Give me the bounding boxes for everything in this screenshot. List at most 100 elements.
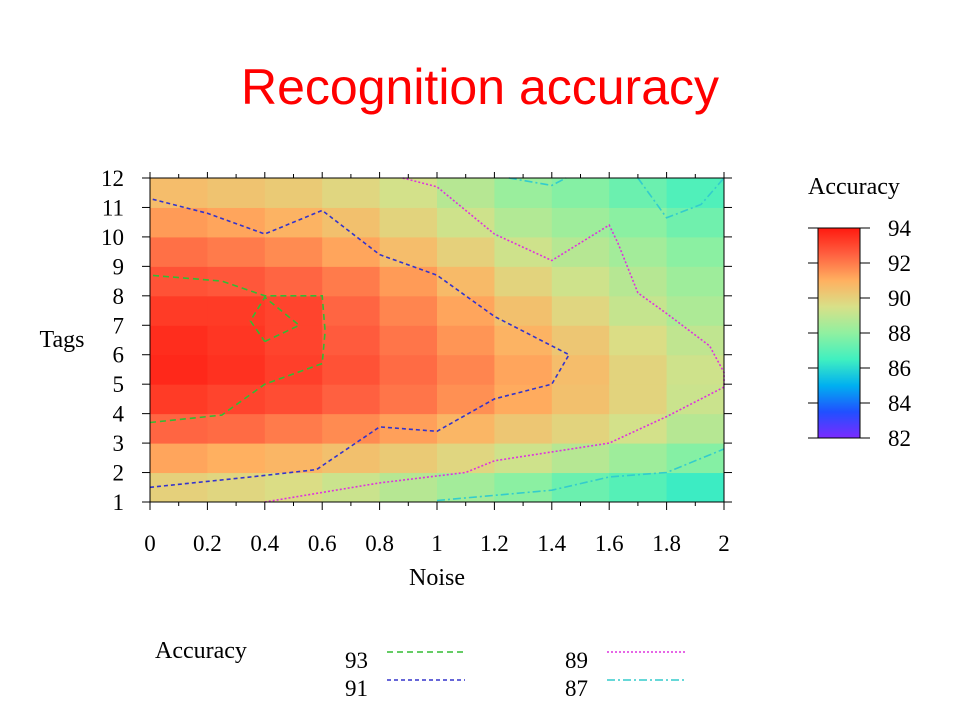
colorbar bbox=[817, 227, 861, 439]
contour-line-87 bbox=[436, 448, 725, 502]
contour-legend-label: 89 bbox=[565, 648, 588, 673]
heatmap-cell bbox=[494, 354, 553, 385]
x-tick-label: 1.8 bbox=[652, 531, 681, 556]
contour-line-87 bbox=[508, 177, 567, 187]
contour-legend-label: 91 bbox=[345, 676, 368, 701]
heatmap-cell bbox=[609, 443, 668, 474]
heatmap-cell bbox=[494, 413, 553, 444]
heatmap-cell bbox=[437, 443, 495, 474]
heatmap-cells bbox=[150, 178, 725, 503]
heatmap-cell bbox=[150, 236, 208, 267]
heatmap-cell bbox=[666, 295, 725, 326]
heatmap-cell bbox=[494, 178, 553, 208]
heatmap-cell bbox=[379, 413, 438, 444]
heatmap-cell bbox=[322, 354, 381, 385]
heatmap-cell bbox=[264, 236, 323, 267]
colorbar-tick-label: 88 bbox=[888, 321, 911, 346]
heatmap-cell bbox=[150, 472, 208, 503]
x-tick-label: 1.6 bbox=[595, 531, 624, 556]
y-tick-label: 3 bbox=[113, 431, 125, 456]
heatmap-cell bbox=[666, 384, 725, 415]
heatmap-cell bbox=[264, 178, 323, 208]
heatmap-cell bbox=[551, 384, 610, 415]
heatmap-cell bbox=[494, 472, 553, 503]
contour-line-93 bbox=[149, 274, 326, 424]
heatmap-cell bbox=[437, 178, 495, 208]
contour-legend: 93 91 89 87 bbox=[345, 648, 685, 701]
heatmap-cell bbox=[264, 472, 323, 503]
heatmap-cell bbox=[437, 207, 495, 238]
x-axis-label: Noise bbox=[409, 565, 465, 591]
heatmap-cell bbox=[666, 354, 725, 385]
colorbar-tick-label: 94 bbox=[888, 216, 912, 241]
heatmap-cell bbox=[551, 354, 610, 385]
heatmap-cell bbox=[609, 413, 668, 444]
heatmap-cell bbox=[609, 325, 668, 356]
heatmap-cell bbox=[551, 236, 610, 267]
colorbar-title: Accuracy bbox=[808, 174, 900, 200]
contour-line-87 bbox=[637, 177, 725, 219]
heatmap-cell bbox=[150, 384, 208, 415]
heatmap-cell bbox=[551, 472, 610, 503]
heatmap-cell bbox=[264, 443, 323, 474]
y-tick-label: 2 bbox=[113, 461, 125, 486]
heatmap-cell bbox=[666, 266, 725, 297]
heatmap-cell bbox=[150, 266, 208, 297]
heatmap-cell bbox=[150, 295, 208, 326]
heatmap-cell bbox=[379, 178, 438, 208]
x-tick-label: 0 bbox=[144, 531, 156, 556]
x-tick-label: 1.2 bbox=[480, 531, 509, 556]
heatmap-cell bbox=[551, 207, 610, 238]
heatmap-cell bbox=[207, 207, 266, 238]
heatmap-cell bbox=[150, 443, 208, 474]
colorbar-tick-label: 86 bbox=[888, 356, 911, 381]
heatmap-cell bbox=[150, 207, 208, 238]
heatmap-cell bbox=[437, 413, 495, 444]
heatmap-cell bbox=[494, 266, 553, 297]
heatmap-cell bbox=[494, 443, 553, 474]
heatmap-cell bbox=[379, 443, 438, 474]
heatmap-cell bbox=[207, 413, 266, 444]
heatmap-cell bbox=[322, 443, 381, 474]
y-tick-label: 11 bbox=[102, 195, 124, 220]
heatmap-cell bbox=[264, 354, 323, 385]
heatmap-cell bbox=[551, 413, 610, 444]
heatmap-cell bbox=[322, 207, 381, 238]
heatmap-cell bbox=[322, 325, 381, 356]
x-axis: 0 0.2 0.4 0.6 0.8 1 1.2 1.4 1.6 1.8 2 bbox=[144, 172, 730, 556]
y-axis-label: Tags bbox=[40, 327, 85, 353]
x-tick-label: 0.8 bbox=[365, 531, 394, 556]
heatmap-cell bbox=[322, 178, 381, 208]
contour-legend-label: 87 bbox=[565, 676, 588, 701]
x-tick-label: 2 bbox=[718, 531, 730, 556]
heatmap-cell bbox=[150, 354, 208, 385]
y-tick-label: 8 bbox=[113, 284, 125, 309]
heatmap-cell bbox=[322, 266, 381, 297]
heatmap-cell bbox=[494, 207, 553, 238]
heatmap-cell bbox=[150, 178, 208, 208]
heatmap-cell bbox=[264, 266, 323, 297]
heatmap-cell bbox=[609, 266, 668, 297]
slide-title: Recognition accuracy bbox=[240, 59, 720, 115]
heatmap-cell bbox=[322, 236, 381, 267]
colorbar-tick-label: 92 bbox=[888, 251, 911, 276]
colorbar-ticks: 94 92 90 88 86 84 82 bbox=[808, 216, 912, 451]
x-tick-label: 1.4 bbox=[537, 531, 566, 556]
contour-lines bbox=[149, 177, 725, 503]
heatmap-cell bbox=[609, 295, 668, 326]
contour-line-93 bbox=[249, 296, 301, 343]
x-tick-label: 0.6 bbox=[308, 531, 337, 556]
heatmap-cell bbox=[551, 295, 610, 326]
heatmap-cell bbox=[322, 472, 381, 503]
y-tick-label: 1 bbox=[113, 490, 125, 515]
heatmap-cell bbox=[264, 384, 323, 415]
heatmap-cell bbox=[379, 295, 438, 326]
heatmap-cell bbox=[264, 325, 323, 356]
x-tick-label: 0.2 bbox=[193, 531, 222, 556]
heatmap-cell bbox=[207, 472, 266, 503]
y-tick-label: 6 bbox=[113, 343, 125, 368]
heatmap-cell bbox=[609, 236, 668, 267]
heatmap-cell bbox=[322, 384, 381, 415]
